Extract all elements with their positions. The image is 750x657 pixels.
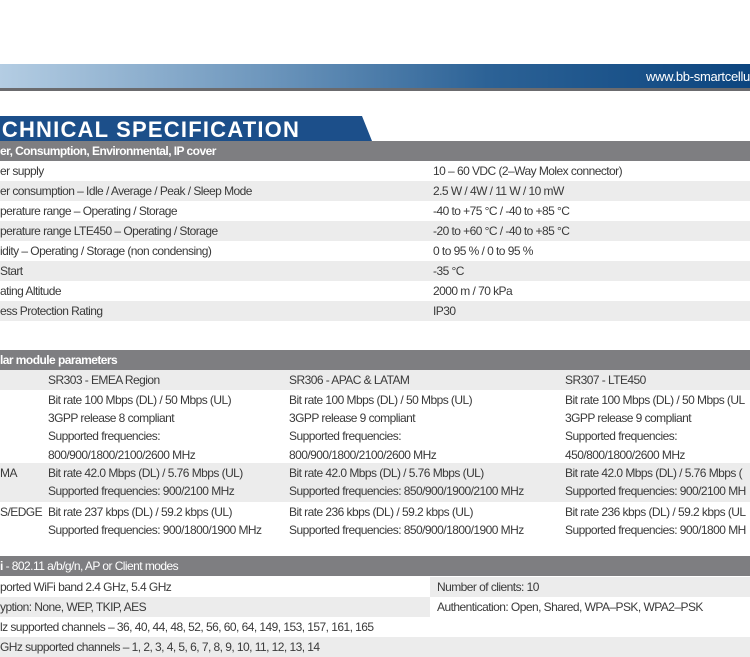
spec-label: idity – Operating / Storage (non condens…: [0, 244, 212, 258]
wifi-row: lz supported channels – 36, 40, 44, 48, …: [0, 617, 750, 637]
spec-value: -35 °C: [433, 264, 464, 278]
model-header-row: SR303 - EMEA Region SR306 - APAC & LATAM…: [0, 370, 750, 390]
header-banner: www.bb-smartcellu: [0, 64, 750, 88]
spec-row: er consumption – Idle / Average / Peak /…: [0, 181, 750, 201]
wifi-spec-left: ported WiFi band 2.4 GHz, 5.4 GHz: [0, 580, 172, 594]
spec-value: -20 to +60 °C / -40 to +85 °C: [433, 224, 570, 238]
model-name: SR307 - LTE450: [565, 373, 646, 387]
spec-value: 0 to 95 % / 0 to 95 %: [433, 244, 533, 258]
spec-line: Supported frequencies: 900/2100 MHz: [48, 484, 235, 499]
spec-line: Bit rate 100 Mbps (DL) / 50 Mbps (UL): [289, 393, 473, 407]
spec-line: Bit rate 236 kbps (DL) / 59.2 kbps (UL: [565, 505, 746, 519]
section-title-tab: ECHNICAL SPECIFICATION: [0, 116, 372, 141]
spec-label: ess Protection Rating: [0, 304, 103, 318]
spec-line: Supported frequencies:: [289, 429, 402, 444]
wifi-row: GHz supported channels – 1, 2, 3, 4, 5, …: [0, 637, 750, 657]
wifi-spec-right: Authentication: Open, Shared, WPA–PSK, W…: [430, 597, 750, 617]
spec-line: Supported frequencies: 900/2100 MH: [565, 484, 746, 499]
spec-line: 3GPP release 9 compliant: [565, 411, 692, 426]
wifi-spec-left: GHz supported channels – 1, 2, 3, 4, 5, …: [0, 640, 320, 654]
cellular-row: Bit rate 100 Mbps (DL) / 50 Mbps (UL) 3GP…: [0, 390, 750, 463]
model-name: SR303 - EMEA Region: [48, 373, 160, 387]
model-spec-cell: Bit rate 100 Mbps (DL) / 50 Mbps (UL) 3GP…: [289, 390, 473, 464]
cellular-row: MA Bit rate 42.0 Mbps (DL) / 5.76 Mbps (U…: [0, 463, 750, 502]
wifi-spec-left: lz supported channels – 36, 40, 44, 48, …: [0, 620, 374, 634]
spec-line: Supported frequencies:: [48, 429, 161, 444]
spec-line: Bit rate 42.0 Mbps (DL) / 5.76 Mbps (UL): [289, 466, 484, 480]
power-section-heading: er, Consumption, Environmental, IP cover: [0, 141, 750, 161]
spec-value: 10 – 60 VDC (2–Way Molex connector): [433, 164, 623, 178]
wifi-row: yption: None, WEP, TKIP, AES Authenticati…: [0, 597, 750, 617]
spec-row: perature range LTE450 – Operating / Stor…: [0, 221, 750, 241]
spec-line: Bit rate 237 kbps (DL) / 59.2 kbps (UL): [48, 505, 233, 519]
spec-line: Supported frequencies: 850/900/1900/2100…: [289, 484, 524, 499]
spec-line: Bit rate 42.0 Mbps (DL) / 5.76 Mbps (: [565, 466, 743, 480]
divider: [0, 88, 750, 91]
spec-label: perature range LTE450 – Operating / Stor…: [0, 224, 218, 238]
wifi-spec-right: Number of clients: 10: [430, 577, 750, 597]
model-spec-cell: Bit rate 100 Mbps (DL) / 50 Mbps (UL) 3GP…: [48, 390, 232, 464]
model-spec-cell: Bit rate 42.0 Mbps (DL) / 5.76 Mbps (UL)…: [48, 463, 243, 500]
heading-text: lar module parameters: [0, 353, 118, 367]
spec-line: Supported frequencies:: [565, 429, 678, 444]
page-title: ECHNICAL SPECIFICATION: [0, 117, 301, 142]
spec-row: ess Protection Rating IP30: [0, 301, 750, 321]
spec-line: 3GPP release 8 compliant: [48, 411, 175, 426]
model-spec-cell: Bit rate 237 kbps (DL) / 59.2 kbps (UL) S…: [48, 502, 262, 539]
spec-line: Supported frequencies: 900/1800 MH: [565, 523, 746, 538]
heading-text: - 802.11 a/b/g/n, AP or Client modes: [2, 559, 179, 573]
spec-label: Start: [0, 264, 23, 278]
spec-line: Bit rate 42.0 Mbps (DL) / 5.76 Mbps (UL): [48, 466, 243, 480]
spec-row: Start -35 °C: [0, 261, 750, 281]
spec-row: er supply 10 – 60 VDC (2–Way Molex connec…: [0, 161, 750, 181]
spec-label: perature range – Operating / Storage: [0, 204, 178, 218]
spec-line: 800/900/1800/2100/2600 MHz: [289, 447, 437, 462]
spec-value: IP30: [433, 304, 456, 318]
technology-label: MA: [0, 466, 17, 480]
model-name: SR306 - APAC & LATAM: [289, 373, 410, 387]
spec-line: Supported frequencies: 850/900/1800/1900…: [289, 523, 524, 538]
technology-label: S/EDGE: [0, 505, 43, 519]
spec-line: 450/800/1800/2600 MHz: [565, 447, 685, 462]
spec-label: ating Altitude: [0, 284, 62, 298]
cellular-row: S/EDGE Bit rate 237 kbps (DL) / 59.2 kbps…: [0, 502, 750, 543]
cellular-section-heading: lar module parameters: [0, 350, 750, 370]
spec-line: 3GPP release 9 compliant: [289, 411, 416, 426]
model-spec-cell: Bit rate 100 Mbps (DL) / 50 Mbps (UL 3GPP…: [565, 390, 745, 464]
model-spec-cell: Bit rate 236 kbps (DL) / 59.2 kbps (UL Su…: [565, 502, 746, 539]
spec-label: er supply: [0, 164, 44, 178]
spec-row: ating Altitude 2000 m / 70 kPa: [0, 281, 750, 301]
spec-line: 800/900/1800/2100/2600 MHz: [48, 447, 196, 462]
wifi-spec-left: yption: None, WEP, TKIP, AES: [0, 600, 147, 614]
spec-row: perature range – Operating / Storage -40 …: [0, 201, 750, 221]
spec-line: Bit rate 100 Mbps (DL) / 50 Mbps (UL): [48, 393, 232, 407]
spec-row: idity – Operating / Storage (non condens…: [0, 241, 750, 261]
spec-line: Bit rate 100 Mbps (DL) / 50 Mbps (UL: [565, 393, 745, 407]
spec-value: 2000 m / 70 kPa: [433, 284, 513, 298]
spec-value: -40 to +75 °C / -40 to +85 °C: [433, 204, 570, 218]
wifi-row: ported WiFi band 2.4 GHz, 5.4 GHz Number …: [0, 577, 750, 597]
heading-bold-text: i: [0, 559, 3, 573]
spec-line: Supported frequencies: 900/1800/1900 MHz: [48, 523, 262, 538]
spec-value: 2.5 W / 4W / 11 W / 10 mW: [433, 184, 564, 198]
model-spec-cell: Bit rate 42.0 Mbps (DL) / 5.76 Mbps (UL)…: [289, 463, 524, 500]
wifi-section-heading: i - 802.11 a/b/g/n, AP or Client modes: [0, 556, 750, 576]
model-spec-cell: Bit rate 236 kbps (DL) / 59.2 kbps (UL) S…: [289, 502, 524, 539]
spec-line: Bit rate 236 kbps (DL) / 59.2 kbps (UL): [289, 505, 474, 519]
model-spec-cell: Bit rate 42.0 Mbps (DL) / 5.76 Mbps ( Sup…: [565, 463, 746, 500]
heading-text: er, Consumption, Environmental, IP cover: [0, 144, 216, 158]
website-url: www.bb-smartcellu: [646, 69, 750, 84]
spec-label: er consumption – Idle / Average / Peak /…: [0, 184, 252, 198]
